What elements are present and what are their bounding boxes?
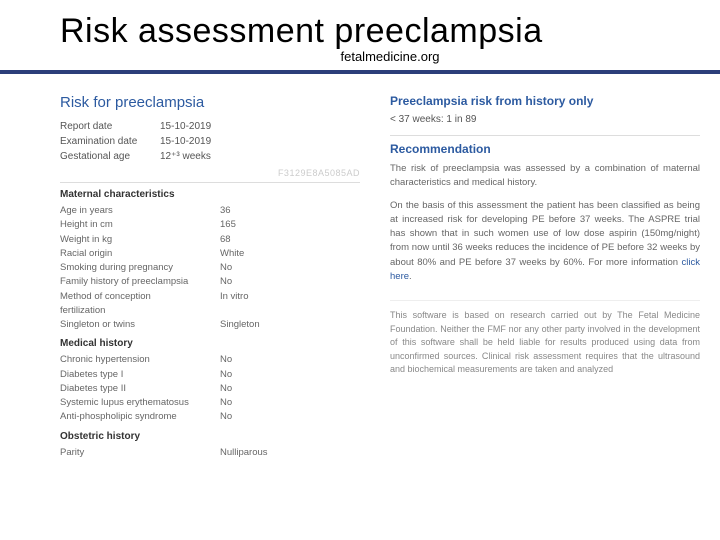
data-label: Systemic lupus erythematosus (60, 396, 220, 410)
rec-text: On the basis of this assessment the pati… (390, 200, 700, 268)
data-row: Chronic hypertensionNo (60, 353, 360, 367)
meta-value: 15-10-2019 (160, 134, 211, 149)
data-label: Diabetes type II (60, 382, 220, 396)
data-label: Singleton or twins (60, 318, 220, 332)
recommendation-p1: The risk of preeclampsia was assessed by… (390, 162, 700, 191)
left-title: Risk for preeclampsia (60, 94, 360, 111)
data-row: Singleton or twinsSingleton (60, 318, 360, 332)
data-row: Anti-phospholipic syndromeNo (60, 410, 360, 424)
data-row: Method of conceptionIn vitro (60, 290, 360, 304)
rec-text-end: . (409, 271, 412, 282)
data-value: No (220, 410, 232, 424)
content-area: Risk for preeclampsia Report date 15-10-… (0, 74, 720, 460)
data-row: Smoking during pregnancyNo (60, 261, 360, 275)
slide-header: Risk assessment preeclampsia fetalmedici… (0, 0, 720, 74)
data-label: Method of conception (60, 290, 220, 304)
maternal-heading: Maternal characteristics (60, 189, 360, 200)
data-label: fertilization (60, 304, 220, 318)
data-value: No (220, 275, 232, 289)
separator (60, 182, 360, 183)
data-row: Family history of preeclampsiaNo (60, 275, 360, 289)
data-label: Family history of preeclampsia (60, 275, 220, 289)
meta-value: 12⁺³ weeks (160, 149, 211, 164)
recommendation-p2: On the basis of this assessment the pati… (390, 199, 700, 285)
data-row: Systemic lupus erythematosusNo (60, 396, 360, 410)
meta-label: Gestational age (60, 149, 160, 164)
data-row: Diabetes type INo (60, 368, 360, 382)
data-row: Age in years36 (60, 204, 360, 218)
data-label: Age in years (60, 204, 220, 218)
watermark-code: F3129E8A5085AD (60, 168, 360, 178)
data-label: Racial origin (60, 247, 220, 261)
data-row: fertilization (60, 304, 360, 318)
data-value: White (220, 247, 244, 261)
data-value: No (220, 353, 232, 367)
data-label: Smoking during pregnancy (60, 261, 220, 275)
meta-row: Gestational age 12⁺³ weeks (60, 149, 360, 164)
recommendation-title: Recommendation (390, 142, 700, 156)
data-row: Diabetes type IINo (60, 382, 360, 396)
separator (390, 135, 700, 136)
left-panel: Risk for preeclampsia Report date 15-10-… (60, 94, 360, 460)
data-value: No (220, 396, 232, 410)
meta-label: Report date (60, 119, 160, 134)
disclaimer-text: This software is based on research carri… (390, 300, 700, 377)
history-value: < 37 weeks: 1 in 89 (390, 114, 700, 125)
data-row: Height in cm165 (60, 218, 360, 232)
slide-subtitle: fetalmedicine.org (100, 49, 680, 64)
data-value: No (220, 382, 232, 396)
history-title: Preeclampsia risk from history only (390, 94, 700, 108)
obstetric-heading: Obstetric history (60, 431, 360, 442)
data-label: Anti-phospholipic syndrome (60, 410, 220, 424)
data-label: Height in cm (60, 218, 220, 232)
right-panel: Preeclampsia risk from history only < 37… (390, 94, 700, 460)
data-label: Parity (60, 446, 220, 460)
data-row: Racial originWhite (60, 247, 360, 261)
medical-heading: Medical history (60, 338, 360, 349)
meta-value: 15-10-2019 (160, 119, 211, 134)
data-value: Nulliparous (220, 446, 268, 460)
data-value: Singleton (220, 318, 260, 332)
data-row: ParityNulliparous (60, 446, 360, 460)
data-label: Chronic hypertension (60, 353, 220, 367)
meta-row: Report date 15-10-2019 (60, 119, 360, 134)
data-label: Diabetes type I (60, 368, 220, 382)
data-label: Weight in kg (60, 233, 220, 247)
data-row: Weight in kg68 (60, 233, 360, 247)
meta-row: Examination date 15-10-2019 (60, 134, 360, 149)
data-value: No (220, 261, 232, 275)
slide-title: Risk assessment preeclampsia (60, 12, 680, 51)
meta-label: Examination date (60, 134, 160, 149)
data-value: 36 (220, 204, 231, 218)
data-value: No (220, 368, 232, 382)
data-value: In vitro (220, 290, 249, 304)
data-value: 165 (220, 218, 236, 232)
data-value: 68 (220, 233, 231, 247)
